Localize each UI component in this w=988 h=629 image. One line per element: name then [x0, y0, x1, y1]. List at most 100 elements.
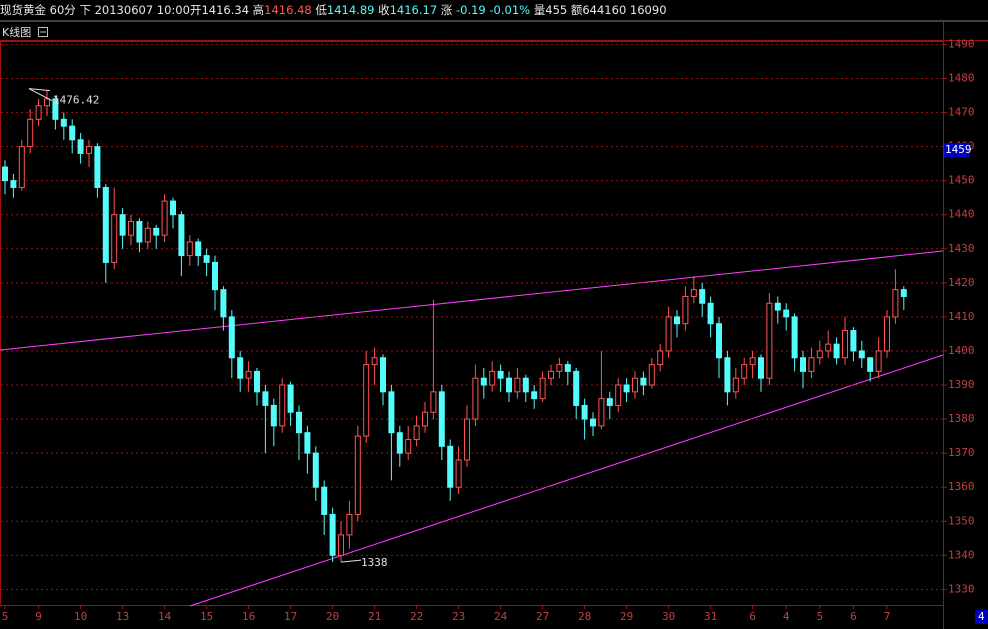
candle-body: [363, 364, 370, 437]
candle-body: [732, 377, 739, 393]
candle-body: [741, 364, 748, 379]
trend-line: [189, 354, 944, 607]
low-annotation: 1338: [361, 556, 388, 569]
x-tick-label: 22: [410, 610, 423, 623]
candle-body: [749, 357, 756, 366]
candle-body: [203, 255, 210, 263]
candle-body: [304, 432, 311, 454]
x-tick-label: 30: [662, 610, 675, 623]
x-tick-label: 6: [850, 610, 857, 623]
candle-body: [170, 200, 176, 216]
candle-body: [858, 350, 865, 359]
candle-body: [380, 357, 386, 393]
high-value: 1416.48: [264, 3, 312, 17]
x-tick-label: 21: [368, 610, 381, 623]
x-tick-label: 5: [816, 610, 823, 623]
candle-body: [262, 391, 269, 406]
volume-value: 455: [545, 3, 568, 17]
candle-body: [606, 398, 613, 406]
x-tick-label: 5: [2, 610, 9, 623]
candle-body: [44, 98, 50, 107]
low-value: 1414.89: [326, 3, 375, 17]
candle-body: [850, 330, 857, 352]
candle-body: [371, 357, 378, 366]
datetime: 20130607 10:00: [94, 3, 190, 17]
candle-body: [254, 370, 260, 393]
candle-body: [783, 309, 790, 318]
candle-body: [77, 139, 84, 154]
candle-body: [60, 118, 67, 127]
candle-body: [102, 186, 109, 263]
candle-body: [447, 445, 454, 488]
candle-body: [195, 241, 202, 257]
candle-body: [598, 398, 605, 427]
y-tick-label: 1380: [948, 412, 975, 425]
volume-label: 量: [533, 3, 546, 17]
candle-body: [724, 357, 731, 393]
annotation-line: [28, 88, 51, 92]
x-tick-label: 31: [704, 610, 717, 623]
candle-body: [842, 330, 848, 359]
candle-body: [800, 357, 806, 372]
candle-body: [875, 350, 882, 372]
x-tick-label: 27: [536, 610, 549, 623]
candle-body: [228, 316, 235, 359]
candle-body: [413, 425, 420, 441]
candle-body: [682, 295, 689, 325]
x-tick-label: 10: [74, 610, 87, 623]
candle-body: [86, 146, 92, 154]
x-tick-label: 23: [452, 610, 465, 623]
candle-body: [321, 486, 328, 515]
candle-body: [900, 289, 907, 297]
candle-body: [35, 105, 42, 120]
x-tick-label: 14: [158, 610, 172, 623]
candle-body: [27, 118, 34, 148]
candle-body: [178, 214, 185, 257]
annotation-line: [340, 559, 362, 563]
candle-body: [346, 513, 353, 536]
candle-body: [766, 302, 773, 379]
candle-body: [94, 146, 101, 188]
candle-body: [430, 391, 437, 413]
candle-body: [296, 411, 302, 434]
candle-body: [354, 435, 361, 515]
annotation-line: [28, 88, 53, 102]
collapse-icon[interactable]: [38, 27, 48, 37]
header: 现货黄金 60分 下 20130607 10:00开1416.34 高1416.…: [0, 0, 988, 20]
candle-body: [489, 370, 496, 386]
candle-body: [220, 289, 227, 318]
open-value: 1416.34: [201, 3, 250, 17]
candle-body: [69, 125, 76, 141]
direction: 下: [79, 3, 91, 17]
x-tick-label: 13: [116, 610, 129, 623]
candle-body: [338, 534, 344, 556]
candle-body: [18, 146, 25, 188]
candle-body: [640, 377, 647, 386]
y-tick-label: 1480: [948, 71, 975, 84]
high-label: 高: [252, 3, 265, 17]
candle-body: [480, 377, 487, 386]
candle-body: [825, 343, 832, 352]
candle-body: [573, 370, 580, 406]
candle-body: [690, 289, 697, 297]
y-tick-label: 1430: [948, 242, 975, 255]
low-label: 低: [315, 3, 327, 17]
candle-body: [506, 377, 512, 393]
y-tick-label: 1440: [948, 208, 975, 221]
candle-body: [539, 377, 546, 400]
candle-body: [665, 316, 672, 352]
candle-body: [791, 316, 798, 359]
candle-body: [136, 221, 143, 243]
extra-value: 16090: [629, 3, 667, 17]
candle-body: [128, 221, 134, 236]
candle-body: [716, 323, 722, 359]
y-tick-label: 1330: [948, 582, 975, 595]
candle-body: [758, 357, 764, 379]
x-tick-label: 28: [578, 610, 591, 623]
panel-label[interactable]: K线图: [2, 26, 32, 39]
x-tick-label: 16: [242, 610, 255, 623]
candle-body: [405, 439, 412, 454]
x-tick-label: 9: [35, 610, 42, 623]
candle-body: [312, 452, 319, 488]
